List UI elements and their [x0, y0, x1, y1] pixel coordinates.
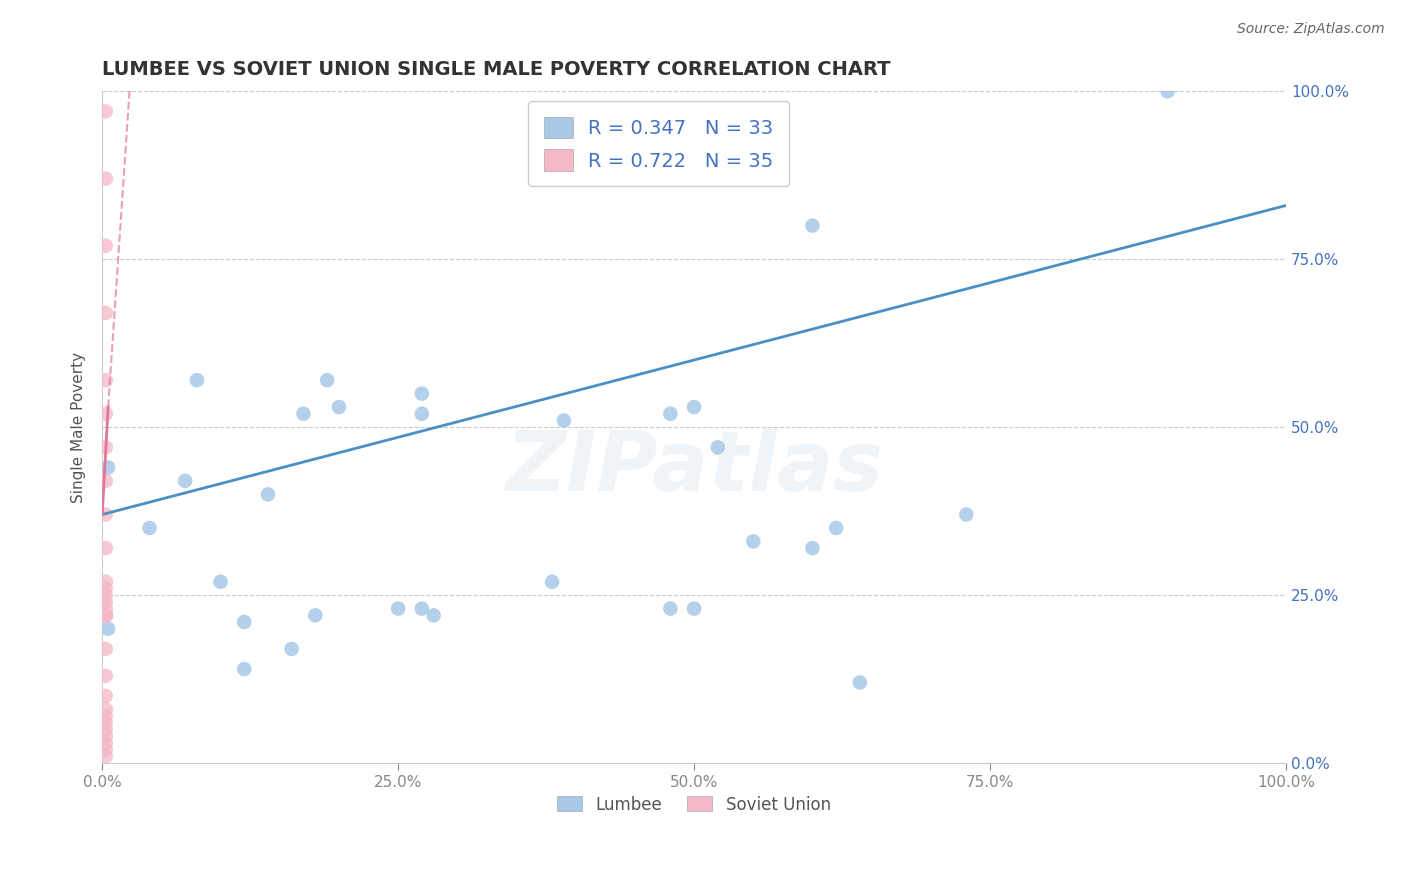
Point [411, 407, 433, 421]
Point [553, 413, 575, 427]
Point [387, 601, 409, 615]
Point [94, 608, 117, 623]
Point [209, 574, 232, 589]
Point [1156, 84, 1178, 98]
Point [825, 521, 848, 535]
Text: Source: ZipAtlas.com: Source: ZipAtlas.com [1237, 22, 1385, 37]
Point [94, 595, 117, 609]
Point [233, 615, 256, 629]
Point [94, 742, 117, 756]
Point [97, 622, 120, 636]
Legend: Lumbee, Soviet Union: Lumbee, Soviet Union [548, 788, 839, 822]
Point [706, 441, 728, 455]
Point [541, 574, 564, 589]
Point [411, 386, 433, 401]
Point [97, 460, 120, 475]
Point [94, 608, 117, 623]
Point [94, 171, 117, 186]
Point [849, 675, 872, 690]
Text: ZIPatlas: ZIPatlas [505, 427, 883, 508]
Point [94, 715, 117, 730]
Point [186, 373, 208, 387]
Point [801, 541, 824, 555]
Point [94, 239, 117, 253]
Point [422, 608, 444, 623]
Point [411, 601, 433, 615]
Point [94, 608, 117, 623]
Point [94, 702, 117, 716]
Point [94, 306, 117, 320]
Point [174, 474, 197, 488]
Point [94, 729, 117, 743]
Point [94, 441, 117, 455]
Point [94, 608, 117, 623]
Point [94, 588, 117, 602]
Point [280, 641, 302, 656]
Point [94, 749, 117, 764]
Point [683, 400, 706, 414]
Point [94, 608, 117, 623]
Point [801, 219, 824, 233]
Point [94, 689, 117, 703]
Point [94, 407, 117, 421]
Point [94, 669, 117, 683]
Point [94, 608, 117, 623]
Point [94, 608, 117, 623]
Point [304, 608, 326, 623]
Point [94, 582, 117, 596]
Point [94, 736, 117, 750]
Point [292, 407, 315, 421]
Point [659, 407, 682, 421]
Point [94, 373, 117, 387]
Point [94, 574, 117, 589]
Point [683, 601, 706, 615]
Point [257, 487, 280, 501]
Point [328, 400, 350, 414]
Y-axis label: Single Male Poverty: Single Male Poverty [72, 351, 86, 503]
Point [94, 104, 117, 119]
Point [659, 601, 682, 615]
Point [94, 541, 117, 555]
Point [94, 608, 117, 623]
Point [94, 608, 117, 623]
Point [233, 662, 256, 676]
Point [316, 373, 339, 387]
Point [94, 474, 117, 488]
Point [94, 723, 117, 737]
Point [742, 534, 765, 549]
Point [94, 709, 117, 723]
Point [94, 641, 117, 656]
Point [94, 508, 117, 522]
Point [955, 508, 977, 522]
Point [94, 601, 117, 615]
Point [138, 521, 160, 535]
Text: LUMBEE VS SOVIET UNION SINGLE MALE POVERTY CORRELATION CHART: LUMBEE VS SOVIET UNION SINGLE MALE POVER… [103, 60, 891, 78]
